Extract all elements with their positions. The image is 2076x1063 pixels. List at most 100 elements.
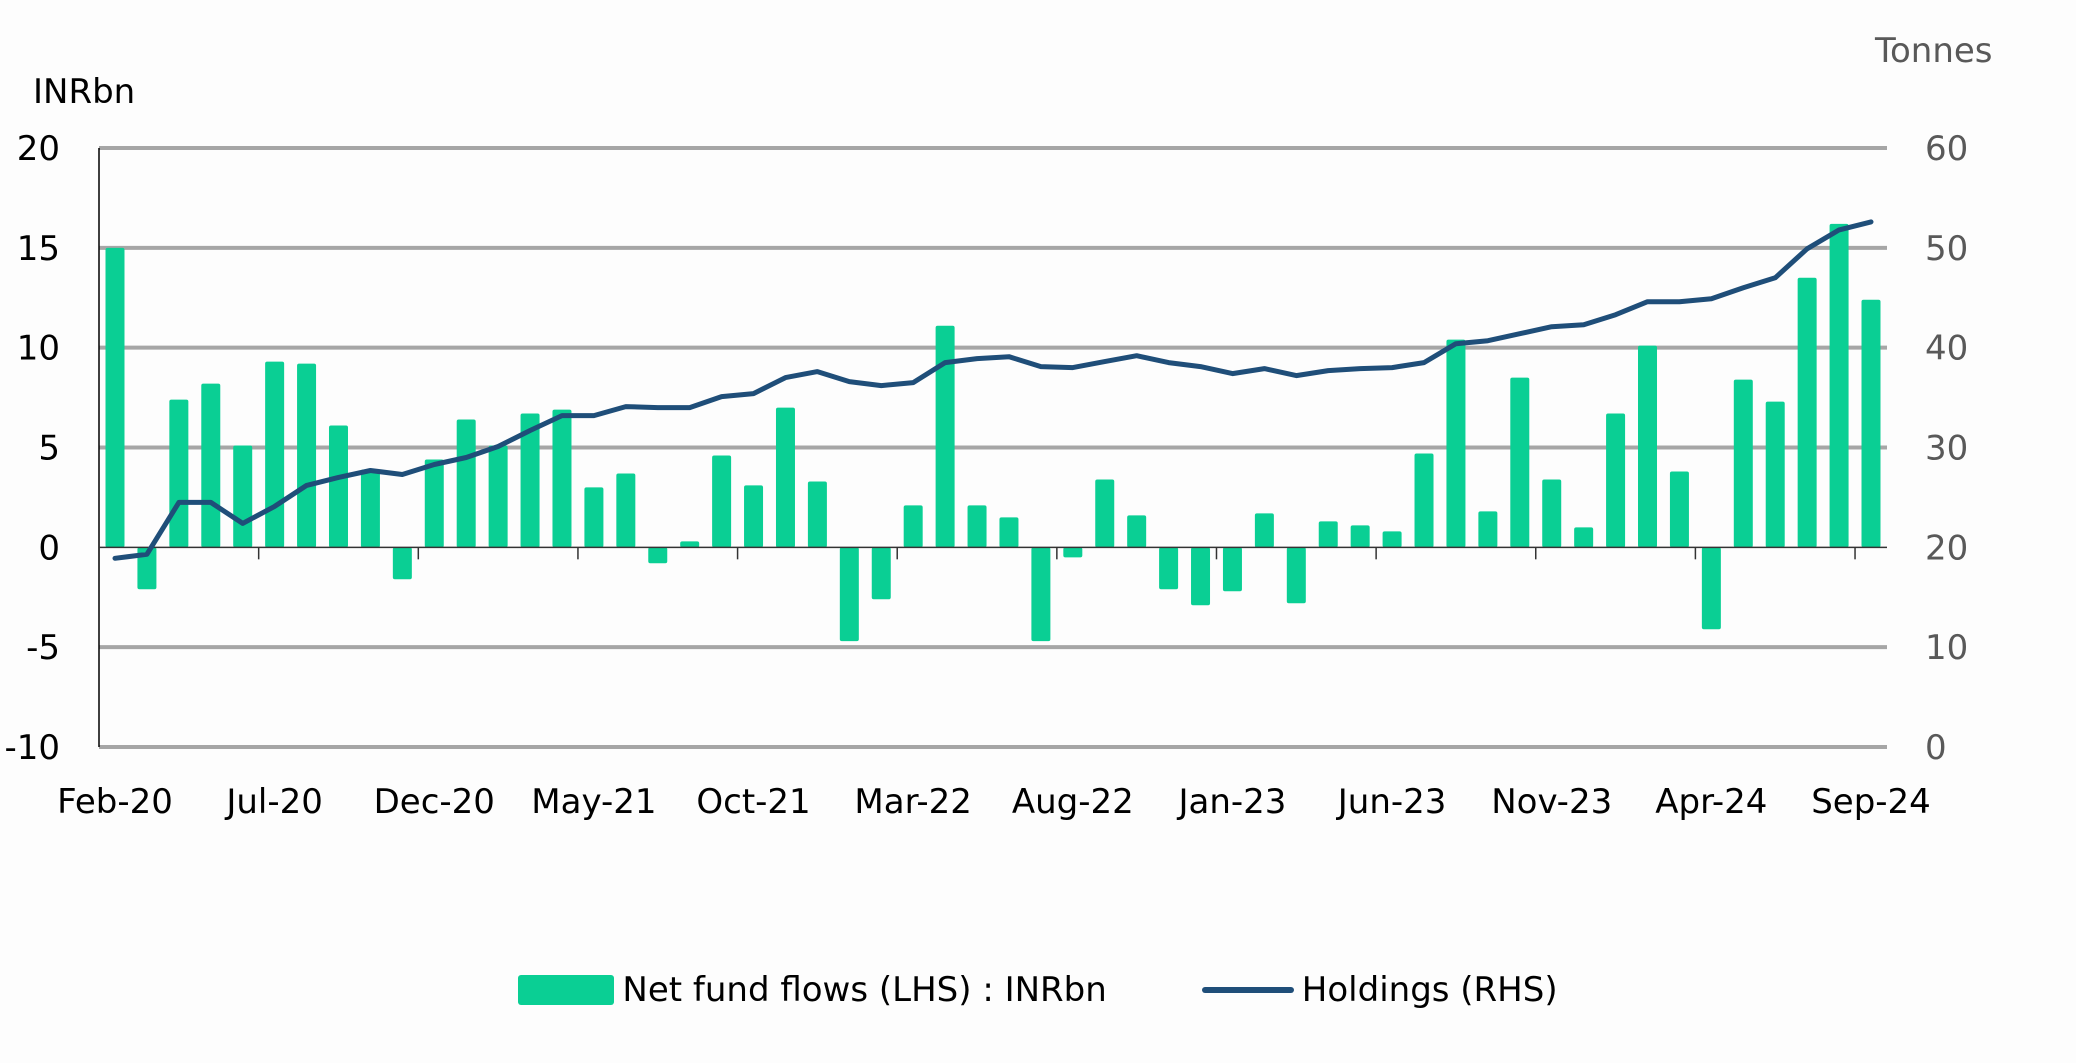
- bar-Mar-20: [137, 547, 157, 590]
- bar-Jun-24: [1765, 401, 1785, 548]
- right-tick-label: 50: [1925, 229, 1968, 269]
- x-tick-label: Nov-23: [1491, 782, 1612, 822]
- bar-Jul-23: [1414, 453, 1434, 548]
- bar-Mar-21: [520, 413, 540, 548]
- legend-label-holdings: Holdings (RHS): [1301, 970, 1558, 1010]
- bar-Jun-22: [999, 517, 1019, 548]
- right-tick-label: 10: [1925, 628, 1968, 668]
- bar-Feb-21: [488, 445, 508, 548]
- bar-Apr-24: [1701, 547, 1721, 630]
- right-axis-ticks: 60 50 40 30 20 10 0: [1925, 129, 1968, 768]
- bar-Jul-21: [648, 547, 668, 564]
- x-tick-label: Sep-24: [1811, 782, 1931, 822]
- bar-Apr-22: [935, 325, 955, 548]
- left-tick-label: -10: [4, 728, 60, 768]
- bar-Jul-22: [1031, 547, 1051, 642]
- right-tick-label: 40: [1925, 329, 1968, 369]
- bar-Mar-24: [1669, 471, 1689, 548]
- bar-Aug-20: [297, 363, 317, 548]
- bar-Nov-22: [1159, 547, 1179, 590]
- bar-Apr-23: [1318, 521, 1338, 548]
- bar-Jul-24: [1797, 277, 1817, 548]
- bar-May-22: [967, 505, 987, 548]
- x-tick-label: Oct-21: [696, 782, 810, 822]
- left-tick-label: 20: [17, 129, 60, 169]
- x-tick-label: Jun-23: [1336, 782, 1447, 822]
- bar-Jun-23: [1382, 531, 1402, 548]
- left-axis-ticks: 20 15 10 5 0 -5 -10: [4, 129, 60, 768]
- bar-Feb-22: [871, 547, 891, 600]
- x-tick-label: Jan-23: [1176, 782, 1286, 822]
- bar-May-20: [201, 383, 221, 548]
- bar-Apr-21: [552, 409, 572, 548]
- x-tick-label: Mar-22: [854, 782, 972, 822]
- right-tick-label: 30: [1925, 429, 1968, 469]
- bar-Oct-20: [360, 469, 380, 548]
- bar-Nov-23: [1542, 479, 1562, 548]
- left-tick-label: 10: [17, 329, 60, 369]
- bar-Aug-24: [1829, 223, 1849, 548]
- right-axis-title: Tonnes: [1874, 31, 1993, 71]
- bar-Oct-23: [1510, 377, 1530, 548]
- bar-series: [105, 223, 1881, 642]
- right-tick-label: 0: [1925, 728, 1947, 768]
- bar-Feb-24: [1638, 345, 1658, 548]
- x-axis-ticks: Feb-20 Jul-20 Dec-20 May-21 Oct-21 Mar-22 Aug-…: [57, 547, 1931, 822]
- bar-Mar-22: [903, 505, 923, 548]
- right-tick-label: 20: [1925, 528, 1968, 568]
- x-tick-label: Feb-20: [57, 782, 173, 822]
- bar-Dec-21: [807, 481, 827, 548]
- legend: Net fund flows (LHS) : INRbn Holdings (R…: [0, 960, 2076, 1020]
- bar-Sep-23: [1478, 511, 1498, 548]
- bar-Jan-24: [1606, 413, 1626, 548]
- bar-Feb-23: [1254, 513, 1274, 548]
- bar-Nov-21: [775, 407, 795, 548]
- x-tick-label: Apr-24: [1655, 782, 1767, 822]
- holdings-line: [112, 219, 1874, 561]
- bar-Aug-23: [1446, 339, 1466, 548]
- bar-Jan-23: [1222, 547, 1242, 592]
- legend-item-net-fund-flows: Net fund flows (LHS) : INRbn: [518, 970, 1107, 1010]
- x-tick-label: Dec-20: [374, 782, 495, 822]
- right-tick-label: 60: [1925, 129, 1968, 169]
- bar-May-21: [584, 487, 604, 548]
- bar-Nov-20: [392, 547, 412, 580]
- bar-Dec-22: [1191, 547, 1211, 606]
- left-tick-label: 0: [38, 528, 60, 568]
- bar-Feb-20: [105, 247, 125, 548]
- left-axis-title: INRbn: [33, 72, 135, 112]
- line-series: [112, 219, 1874, 561]
- bar-Sep-24: [1861, 299, 1881, 548]
- bar-Jan-21: [456, 419, 476, 548]
- gridlines: [99, 146, 1887, 749]
- bar-Jul-20: [265, 361, 285, 548]
- bar-Oct-21: [744, 485, 764, 548]
- left-tick-label: -5: [26, 628, 60, 668]
- x-tick-label: Jul-20: [224, 782, 323, 822]
- legend-swatch-bar: [518, 975, 615, 1005]
- bar-Aug-21: [680, 541, 700, 548]
- bar-Jun-21: [616, 473, 636, 548]
- bar-Apr-20: [169, 399, 189, 548]
- bar-May-24: [1733, 379, 1753, 548]
- bar-Jan-22: [839, 547, 859, 642]
- legend-swatch-line: [1201, 987, 1294, 993]
- left-tick-label: 15: [17, 229, 60, 269]
- x-tick-label: May-21: [531, 782, 656, 822]
- bar-Sep-21: [712, 455, 732, 548]
- bar-Sep-20: [328, 425, 348, 548]
- left-tick-label: 5: [38, 429, 60, 469]
- bar-Sep-22: [1095, 479, 1115, 548]
- x-tick-label: Aug-22: [1012, 782, 1134, 822]
- legend-label-net-fund-flows: Net fund flows (LHS) : INRbn: [622, 970, 1107, 1010]
- bar-Jun-20: [233, 445, 253, 548]
- bar-May-23: [1350, 525, 1370, 548]
- legend-item-holdings: Holdings (RHS): [1201, 970, 1558, 1010]
- axes: [98, 148, 1887, 747]
- bar-Dec-20: [424, 459, 444, 548]
- bar-Oct-22: [1127, 515, 1147, 548]
- bar-Dec-23: [1574, 527, 1594, 548]
- bar-Aug-22: [1063, 547, 1083, 558]
- bar-Mar-23: [1286, 547, 1306, 604]
